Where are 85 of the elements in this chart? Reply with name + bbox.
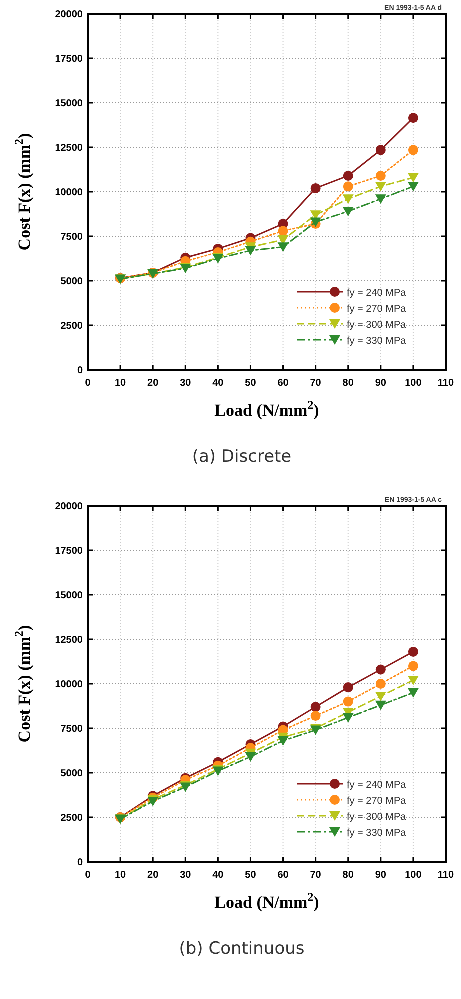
point — [376, 664, 386, 675]
point — [408, 145, 418, 156]
x-tick-label: 50 — [245, 870, 257, 881]
x-tick-label: 110 — [438, 870, 454, 881]
x-tick-label: 0 — [85, 870, 92, 881]
y-tick-label: 2500 — [60, 813, 84, 824]
y-tick-label: 12500 — [55, 635, 84, 646]
y-tick-label: 0 — [77, 366, 84, 376]
x-tick-label: 100 — [405, 870, 422, 881]
point — [408, 113, 418, 124]
x-tick-label: 60 — [278, 870, 290, 881]
point — [408, 173, 419, 183]
point — [408, 676, 419, 686]
point — [245, 246, 256, 256]
x-axis-title: Load (N/mm$^{2}$) — [214, 398, 320, 420]
x-tick-label: 20 — [148, 378, 160, 389]
y-tick-label: 20000 — [55, 502, 84, 512]
legend-label: fy = 300 MPa — [347, 812, 407, 823]
y-tick-label: 7500 — [60, 232, 84, 243]
y-tick-label: 0 — [77, 858, 84, 868]
y-tick-label: 15000 — [55, 590, 84, 602]
x-tick-label: 10 — [114, 870, 127, 881]
point — [278, 736, 289, 746]
legend-label: fy = 330 MPa — [347, 336, 407, 347]
y-tick-label: 5000 — [60, 768, 84, 780]
y-tick-label: 2500 — [60, 321, 84, 332]
x-tick-label: 10 — [114, 378, 127, 389]
y-tick-label: 10000 — [55, 680, 84, 690]
point — [408, 182, 419, 192]
y-tick-label: 12500 — [55, 143, 84, 154]
y-tick-label: 20000 — [55, 10, 84, 20]
y-tick-label: 7500 — [60, 724, 84, 735]
text: (b) Continuous — [179, 939, 305, 959]
x-axis-title: Load (N/mm$^{2}$) — [214, 890, 320, 912]
legend-label: fy = 240 MPa — [347, 780, 407, 791]
point — [310, 711, 321, 722]
x-tick-label: 70 — [310, 870, 322, 881]
x-tick-label: 80 — [342, 870, 354, 881]
point — [343, 682, 354, 693]
point — [375, 700, 386, 710]
x-tick-label: 40 — [212, 870, 224, 881]
y-tick-label: 5000 — [60, 276, 84, 288]
x-tick-label: 0 — [85, 378, 92, 389]
x-tick-label: 110 — [438, 378, 454, 389]
point — [310, 183, 321, 194]
point — [408, 688, 419, 698]
point — [408, 661, 418, 672]
point — [310, 702, 321, 712]
legend-label: fy = 270 MPa — [347, 796, 407, 807]
point — [342, 207, 354, 217]
x-tick-label: 30 — [180, 378, 192, 389]
point — [376, 679, 386, 689]
point — [278, 242, 289, 252]
point — [278, 226, 288, 236]
legend-label: fy = 330 MPa — [347, 828, 407, 839]
point — [342, 713, 354, 723]
point — [375, 194, 386, 204]
x-tick-label: 20 — [148, 870, 160, 881]
y-tick-label: 10000 — [55, 188, 84, 198]
y-tick-label: 15000 — [55, 98, 84, 110]
x-tick-label: 100 — [405, 378, 422, 389]
point — [245, 752, 256, 762]
point — [375, 182, 386, 192]
point — [343, 696, 354, 707]
x-tick-label: 30 — [180, 870, 192, 881]
x-tick-label: 90 — [375, 870, 387, 881]
text: (a) Discrete — [192, 447, 292, 467]
x-tick-label: 60 — [278, 378, 290, 389]
legend-label: fy = 270 MPa — [347, 304, 407, 315]
legend-label: fy = 300 MPa — [347, 320, 407, 331]
x-tick-label: 80 — [342, 378, 354, 389]
point — [343, 170, 354, 181]
point — [376, 145, 386, 156]
x-tick-label: 70 — [310, 378, 322, 389]
point — [375, 692, 386, 702]
point — [376, 170, 386, 181]
legend-label: fy = 240 MPa — [347, 288, 407, 299]
point — [342, 194, 354, 204]
point — [408, 646, 418, 657]
y-tick-label: 17500 — [55, 546, 84, 557]
x-tick-label: 50 — [245, 378, 257, 389]
point — [343, 182, 354, 192]
y-tick-label: 17500 — [55, 54, 84, 65]
x-tick-label: 40 — [212, 378, 224, 389]
x-tick-label: 90 — [375, 378, 387, 389]
